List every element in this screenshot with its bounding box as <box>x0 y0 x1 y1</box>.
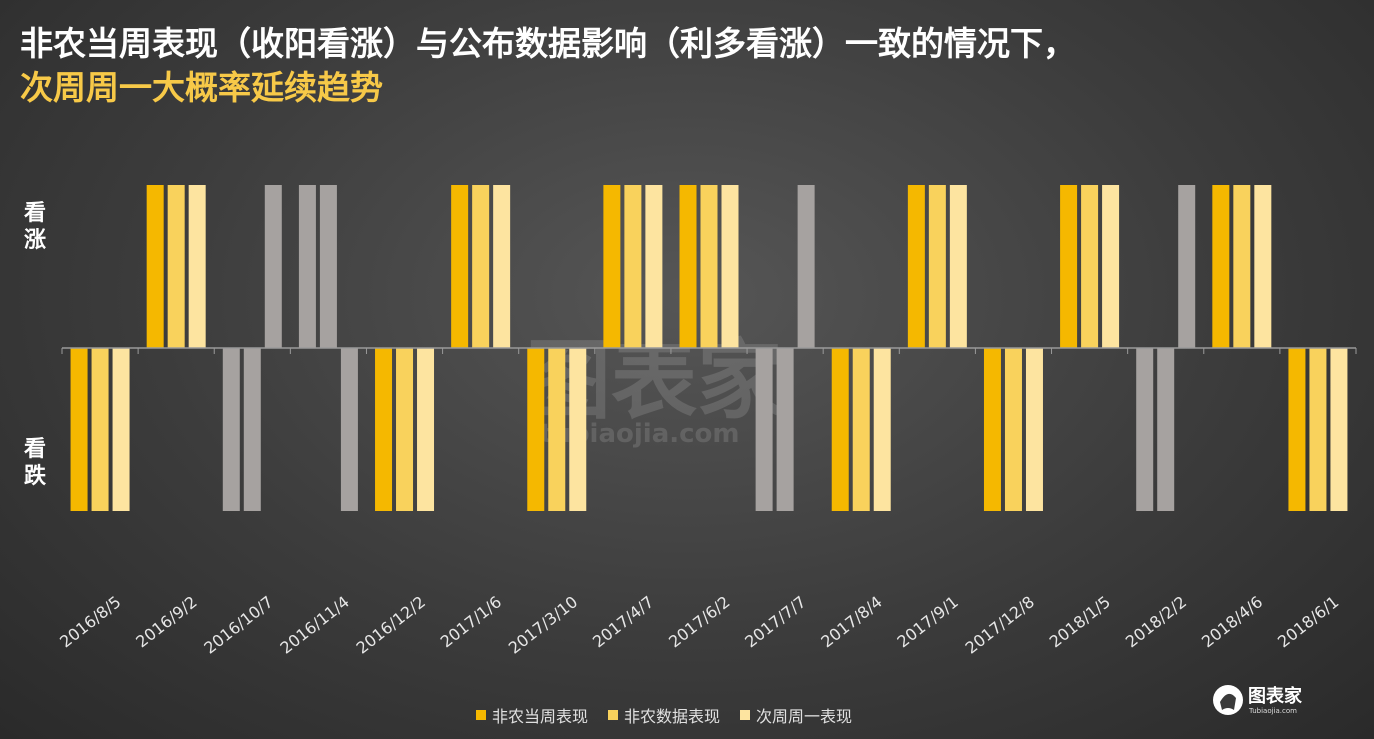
x-tick-label: 2018/6/1 <box>1274 592 1342 651</box>
bar-3-2018/6/1 <box>1330 348 1348 511</box>
chart-title: 非农当周表现（收阳看涨）与公布数据影响（利多看涨）一致的情况下， 次周周一大概率… <box>20 22 1140 110</box>
bar-2-2018/6/1 <box>1309 348 1327 511</box>
x-tick-label: 2016/8/5 <box>56 592 124 651</box>
bar-3-2017/3/10 <box>569 348 587 511</box>
bar-1-2016/8/5 <box>70 348 88 511</box>
logo-subtext: Tubiaojia.com <box>1248 707 1297 715</box>
x-tick-label: 2017/3/10 <box>505 592 581 657</box>
bar-3-2017/9/1 <box>949 185 967 348</box>
bar-3-2018/4/6 <box>1254 185 1272 348</box>
x-tick-label: 2018/4/6 <box>1198 592 1266 651</box>
bar-1-2017/4/7 <box>603 185 621 348</box>
x-tick-label: 2016/9/2 <box>132 592 200 651</box>
bar-3-2017/6/2 <box>721 185 739 348</box>
bar-3-2018/1/5 <box>1102 185 1120 348</box>
x-tick-label: 2016/10/7 <box>200 592 276 657</box>
bar-2-2016/11/4 <box>319 185 337 348</box>
bar-3-2017/12/8 <box>1025 348 1043 511</box>
bar-3-2017/4/7 <box>645 185 663 348</box>
x-tick-label: 2017/4/7 <box>589 592 657 651</box>
bar-2-2016/9/2 <box>167 185 185 348</box>
bar-1-2017/12/8 <box>983 348 1001 511</box>
legend-swatch <box>476 710 486 720</box>
bar-2-2018/4/6 <box>1233 185 1251 348</box>
bar-3-2016/12/2 <box>417 348 435 511</box>
bar-2-2017/12/8 <box>1004 348 1022 511</box>
brand-logo: 图表家 Tubiaojia.com <box>1213 685 1303 715</box>
bar-1-2017/1/6 <box>451 185 469 348</box>
y-label-up: 看涨 <box>23 201 46 253</box>
legend-label: 次周周一表现 <box>756 707 853 726</box>
legend-label: 非农当周表现 <box>492 707 589 726</box>
bar-3-2016/9/2 <box>188 185 206 348</box>
x-tick-label: 2017/1/6 <box>437 592 505 651</box>
legend-label: 非农数据表现 <box>624 707 721 726</box>
title-line-1: 非农当周表现（收阳看涨）与公布数据影响（利多看涨）一致的情况下， <box>20 24 1076 63</box>
bar-3-2017/8/4 <box>873 348 891 511</box>
bar-1-2016/11/4 <box>298 185 316 348</box>
bar-2-2016/8/5 <box>91 348 109 511</box>
bar-1-2016/9/2 <box>146 185 164 348</box>
bar-1-2018/6/1 <box>1288 348 1306 511</box>
bar-1-2017/7/7 <box>755 348 773 511</box>
bar-2-2017/4/7 <box>624 185 642 348</box>
bar-1-2018/1/5 <box>1060 185 1078 348</box>
x-tick-label: 2017/7/7 <box>741 592 809 651</box>
bar-2-2016/10/7 <box>243 348 261 511</box>
bar-3-2018/2/2 <box>1178 185 1196 348</box>
x-tick-label: 2016/11/4 <box>277 592 353 657</box>
legend: 非农当周表现 非农数据表现 次周周一表现 <box>476 703 852 727</box>
bar-1-2017/9/1 <box>907 185 925 348</box>
bar-2-2017/1/6 <box>472 185 490 348</box>
legend-item: 非农数据表现 <box>608 703 720 727</box>
bar-3-2016/8/5 <box>112 348 130 511</box>
bar-2-2017/8/4 <box>852 348 870 511</box>
bar-1-2016/10/7 <box>222 348 240 511</box>
x-tick-label: 2017/8/4 <box>817 592 885 651</box>
bar-1-2018/2/2 <box>1136 348 1154 511</box>
bar-2-2017/6/2 <box>700 185 718 348</box>
x-tick-label: 2017/12/8 <box>962 592 1038 657</box>
title-line-2: 次周周一大概率延续趋势 <box>20 68 383 107</box>
x-tick-label: 2018/1/5 <box>1046 592 1114 651</box>
bar-2-2018/1/5 <box>1081 185 1099 348</box>
bar-3-2016/11/4 <box>340 348 358 511</box>
legend-swatch <box>608 710 619 720</box>
x-tick-label: 2018/2/2 <box>1122 592 1190 651</box>
legend-swatch <box>740 710 751 720</box>
x-tick-label: 2017/6/2 <box>665 592 733 651</box>
x-tick-label: 2016/12/2 <box>353 592 429 657</box>
bar-2-2016/12/2 <box>396 348 414 511</box>
bar-2-2017/7/7 <box>776 348 794 511</box>
bar-1-2016/12/2 <box>375 348 393 511</box>
bar-1-2017/8/4 <box>831 348 849 511</box>
bar-2-2017/3/10 <box>548 348 566 511</box>
bar-1-2017/6/2 <box>679 185 697 348</box>
bar-2-2018/2/2 <box>1157 348 1175 511</box>
x-tick-label: 2017/9/1 <box>893 592 961 651</box>
bar-2-2017/9/1 <box>928 185 946 348</box>
bar-1-2018/4/6 <box>1212 185 1230 348</box>
bar-3-2016/10/7 <box>264 185 282 348</box>
legend-item: 非农当周表现 <box>476 703 588 727</box>
bar-3-2017/7/7 <box>797 185 815 348</box>
bar-3-2017/1/6 <box>493 185 511 348</box>
legend-item: 次周周一表现 <box>740 703 852 727</box>
logo-text: 图表家 <box>1248 685 1303 707</box>
y-label-down: 看跌 <box>23 437 46 489</box>
bar-1-2017/3/10 <box>527 348 545 511</box>
